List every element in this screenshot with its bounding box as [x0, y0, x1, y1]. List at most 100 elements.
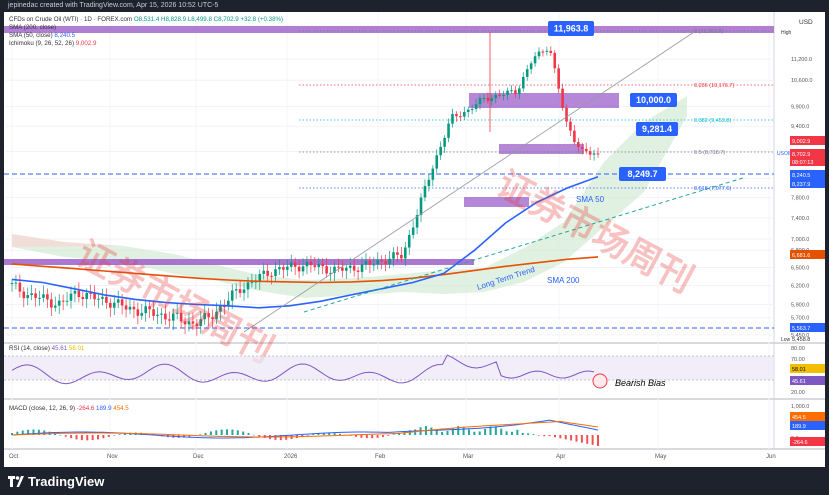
callout-support-box	[619, 167, 666, 181]
support2-tag: 8,237.9	[792, 182, 810, 188]
macd-histogram-bar	[355, 435, 358, 437]
rsi-tag-a: 58.01	[792, 367, 806, 373]
long-term-trend-line	[303, 176, 747, 313]
candle-body	[136, 309, 140, 316]
plot-area[interactable]: 11,200.010,600.09,900.09,400.08,800.08,2…	[4, 12, 825, 467]
candle-body	[478, 97, 482, 105]
candle-body	[152, 309, 155, 316]
macd-histogram-bar	[365, 435, 368, 439]
x-tick-label: Nov	[107, 454, 118, 460]
candle-body	[360, 264, 364, 272]
zone-top-band	[4, 26, 774, 33]
candle-body	[234, 289, 238, 291]
candle-body	[561, 88, 564, 108]
candle-body	[34, 293, 37, 298]
macd-histogram-bar	[570, 435, 573, 441]
sma200-tag-bg	[790, 250, 825, 259]
candle-body	[128, 306, 132, 310]
macd-histogram-bar	[376, 435, 379, 438]
candle-body	[356, 270, 360, 272]
usoil-tag: USOIL	[777, 151, 792, 157]
zone-box	[499, 144, 584, 154]
candle-body	[407, 234, 411, 248]
bearish-bias-marker	[592, 373, 608, 389]
x-tick-label: Oct	[9, 454, 19, 460]
candle-body	[207, 313, 210, 318]
candle-body	[396, 252, 399, 255]
candle-body	[270, 275, 273, 277]
legend-ohlc: O8,531.4 H8,828.9 L8,499.8 C8,702.9 +32.…	[133, 16, 284, 23]
macd-histogram-bar	[204, 432, 207, 435]
fib-label: 0 (11,963.8)	[694, 29, 723, 35]
candle-body	[348, 265, 352, 268]
sma50-line	[11, 175, 599, 309]
candle-body	[498, 94, 501, 96]
y-tick-label: 7,400.0	[791, 216, 809, 222]
macd-histogram-bar	[317, 433, 320, 435]
candle-body	[459, 116, 462, 118]
candle-body	[490, 98, 494, 101]
macd-line	[11, 419, 599, 439]
candle-body	[474, 104, 478, 109]
candle-body	[30, 293, 33, 296]
currency-label: USD	[799, 19, 813, 26]
macd-histogram-bar	[75, 435, 78, 440]
macd-histogram-bar	[532, 434, 535, 435]
macd-histogram-bar	[371, 435, 374, 439]
candle-body	[69, 293, 73, 301]
candle-body	[313, 265, 317, 268]
y-tick-label: 7,800.0	[791, 196, 809, 202]
macd-histogram-bar	[301, 435, 304, 437]
candle-body	[596, 153, 600, 155]
candle-body	[187, 321, 191, 325]
candle-body	[183, 321, 187, 325]
candle-body	[384, 261, 387, 265]
candle-body	[337, 266, 340, 268]
candle-body	[344, 267, 348, 271]
candle-body	[101, 296, 104, 299]
macd-histogram-bar	[70, 435, 73, 439]
candle-body	[132, 306, 136, 310]
macd-histogram-bar	[226, 429, 229, 435]
callout-support-text: 8,249.7	[627, 169, 657, 179]
y-tick-label: 9,900.0	[791, 104, 809, 110]
macd-histogram-bar	[457, 426, 460, 435]
rsi-band	[4, 356, 774, 380]
candle-body	[305, 261, 309, 267]
candle-body	[215, 311, 218, 320]
macd-histogram-bar	[430, 427, 433, 435]
macd-tick: 1,000.0	[791, 404, 809, 410]
candle-body	[541, 51, 545, 53]
candle-body	[494, 94, 498, 99]
candle-body	[242, 289, 246, 293]
candle-body	[191, 321, 195, 324]
candle-body	[266, 270, 269, 276]
candle-body	[521, 76, 525, 89]
chart-svg[interactable]: 11,200.010,600.09,900.09,400.08,800.08,2…	[4, 12, 825, 467]
macd-histogram-bar	[220, 429, 223, 435]
legend-sma50-label: SMA (50, close)	[9, 32, 53, 39]
candle-body	[160, 313, 163, 315]
macd-histogram-bar	[462, 426, 465, 435]
legend-sma200: SMA (200, close)	[9, 24, 57, 31]
tradingview-logo[interactable]: TradingView	[8, 474, 104, 489]
candle-body	[529, 63, 533, 70]
macd-histogram-bar	[510, 431, 513, 435]
low-word: Low	[781, 337, 791, 343]
candle-body	[250, 282, 254, 284]
low-level-tag: 5,563.7	[792, 326, 810, 332]
low-level-tag-bg	[790, 323, 825, 332]
macd-histogram-bar	[414, 429, 417, 435]
footer-bar	[0, 467, 829, 495]
macd-histogram-bar	[392, 434, 395, 435]
candle-body	[427, 179, 431, 187]
x-tick-label: Dec	[193, 454, 204, 460]
callout-mid-box	[636, 122, 678, 136]
candle-body	[168, 319, 171, 321]
macd-histogram-bar	[80, 435, 83, 441]
rsi-legend: RSI (14, close) 45.61 58.01	[9, 345, 84, 353]
macd-value-2: 189.9	[96, 405, 112, 412]
macd-histogram-bar	[441, 431, 444, 435]
y-tick-label: 5,450.0	[791, 333, 809, 339]
rsi-tag-b-bg	[790, 376, 825, 385]
